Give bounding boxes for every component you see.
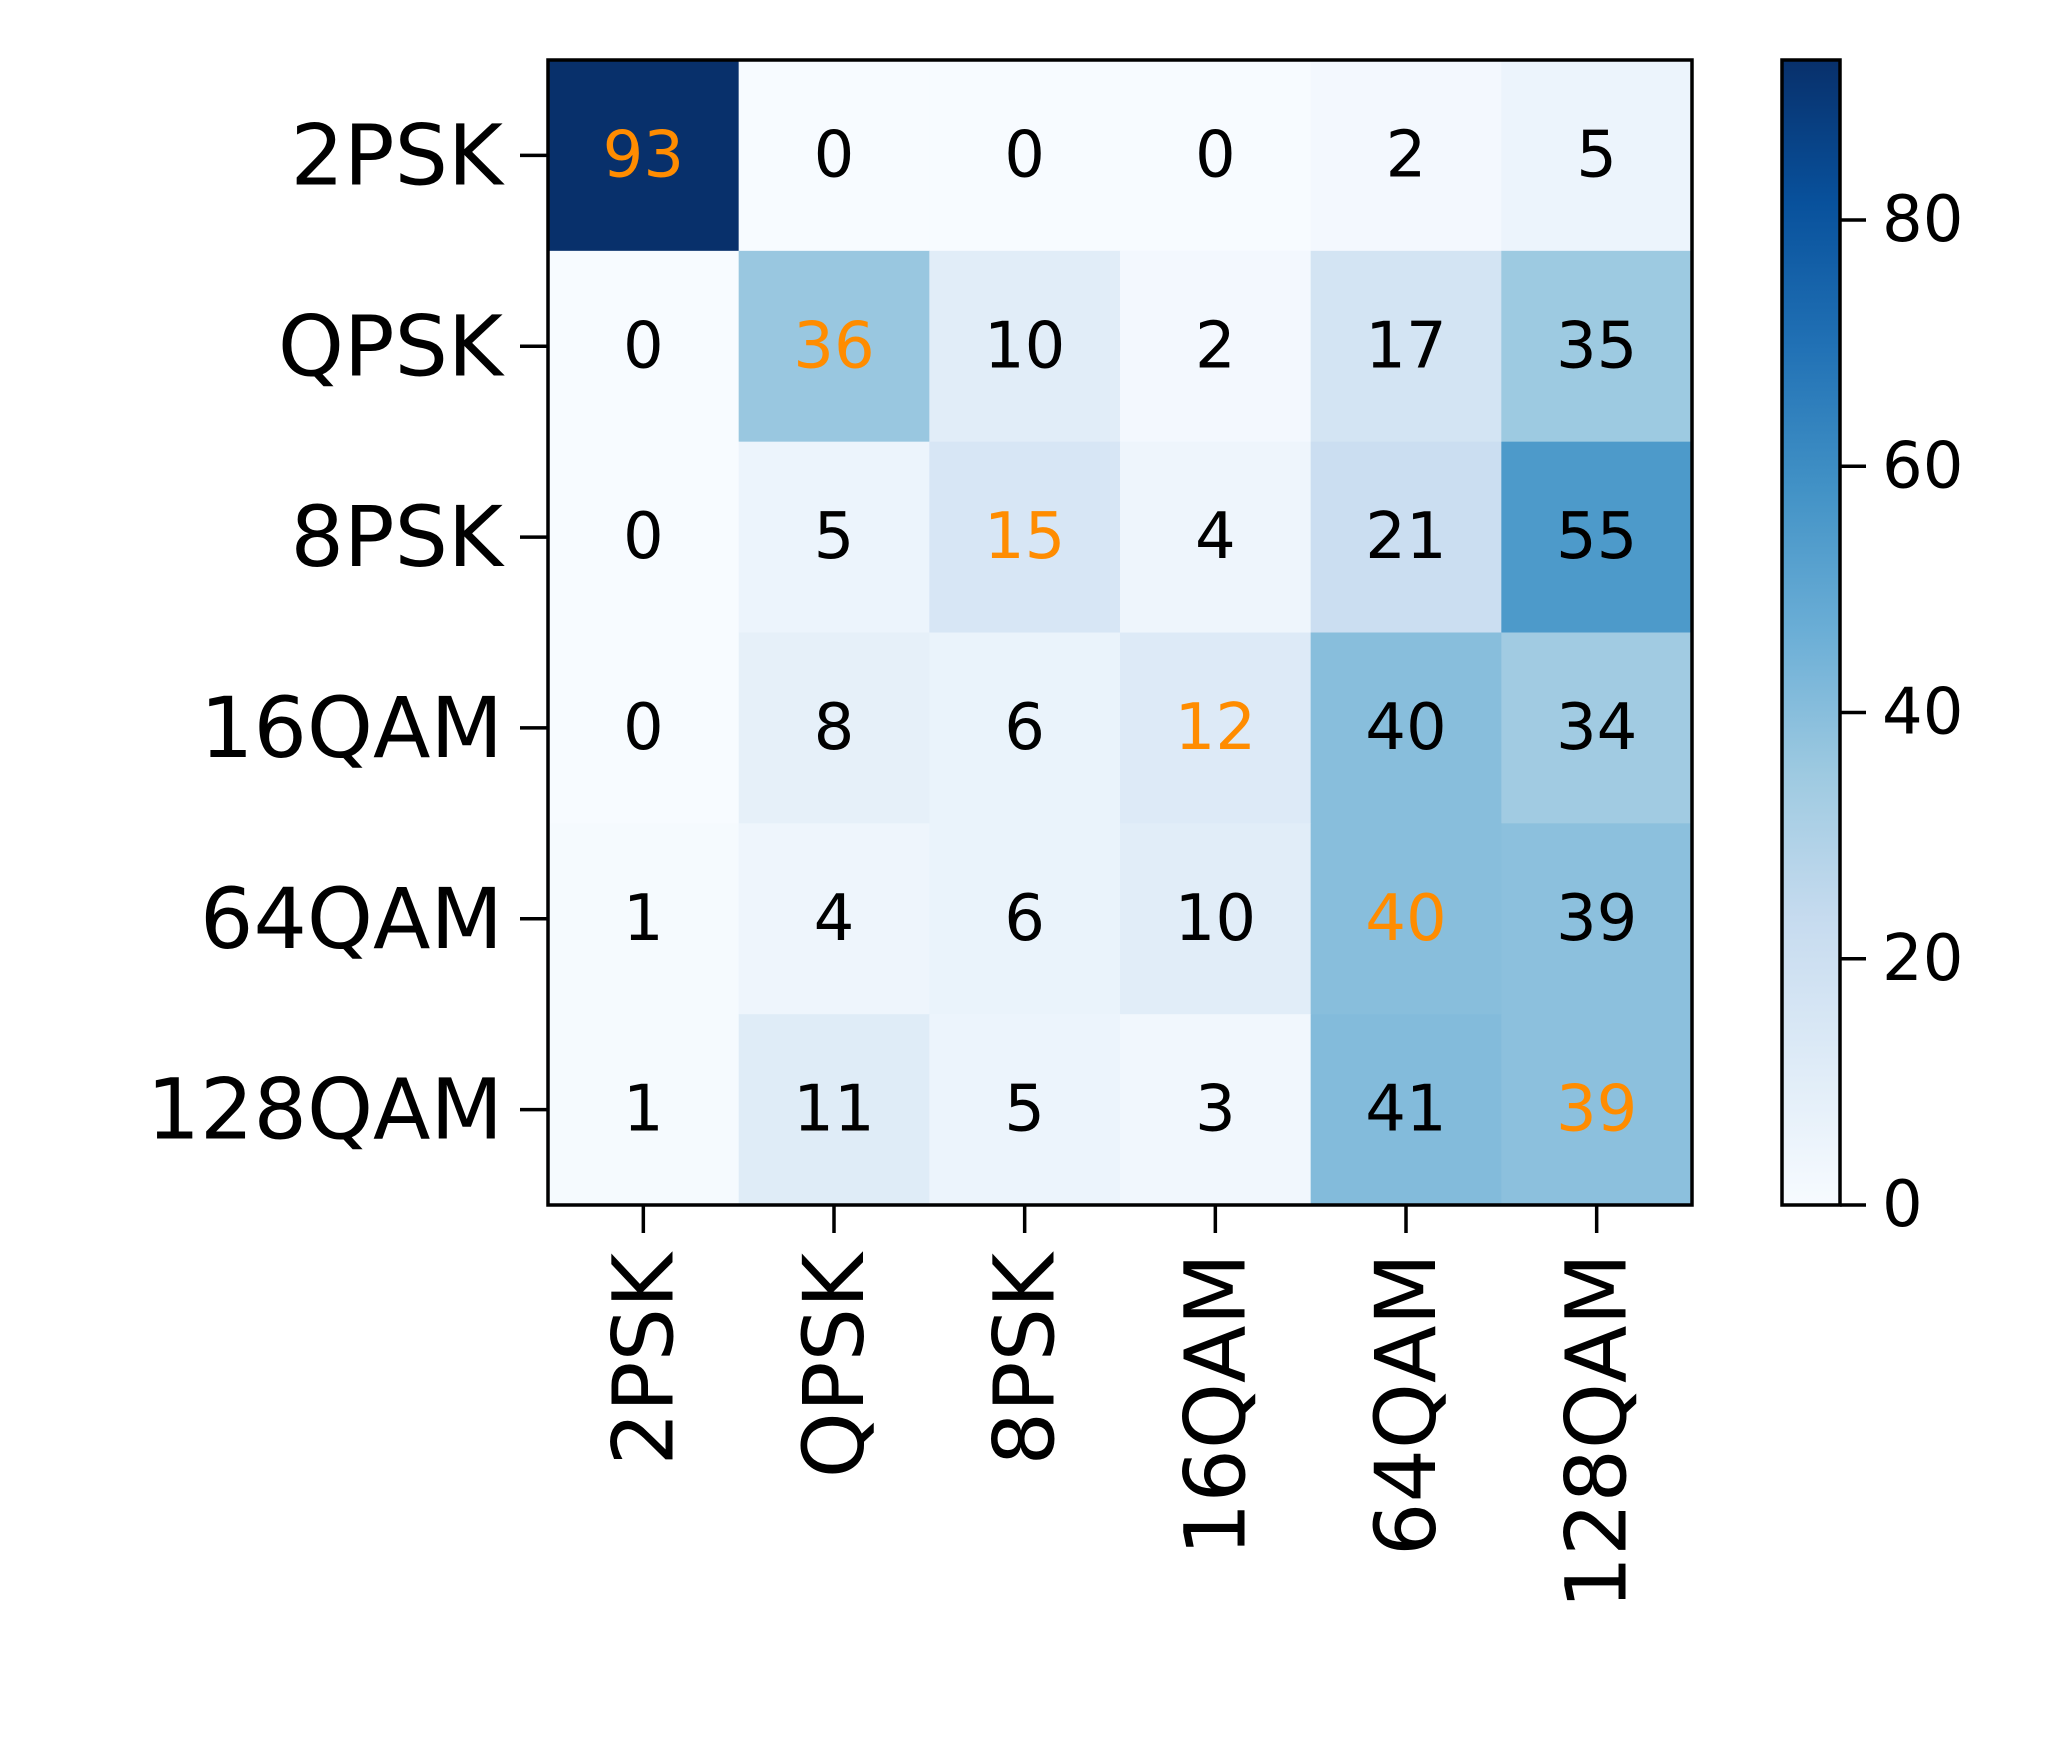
cell-value-label: 10 [1175,882,1256,956]
cell-value-label: 36 [793,309,874,383]
heatmap-cell [1310,632,1502,824]
heatmap-cell [1120,632,1312,824]
heatmap-cell [1501,1014,1693,1206]
heatmap-cell [1310,250,1502,443]
heatmap-cell [548,441,740,634]
colorbar-ticks: 0 20 40 60 80 [1840,183,1963,1242]
x-axis: 2PSK QPSK 8PSK 16QAM 64QAM 128QAM [594,1205,1646,1609]
cell-value-label: 93 [603,118,684,192]
cell-value-label: 2 [1386,118,1427,192]
heatmap-cells [548,60,1693,1206]
heatmap-cell [929,1014,1121,1206]
cell-value-label: 1 [623,882,664,956]
x-tick-label: 2PSK [594,1251,692,1465]
colorbar [1780,58,1842,1207]
y-tick-label: QPSK [278,297,505,395]
cell-value-label: 6 [1004,882,1045,956]
cell-value-label: 10 [984,309,1065,383]
cell-value-label: 5 [1004,1073,1045,1147]
cell-value-label: 55 [1556,500,1637,574]
heatmap-cell [1501,823,1693,1015]
heatmap-cell [1501,441,1693,634]
cell-value-label: 41 [1365,1073,1446,1147]
y-tick-label: 8PSK [290,488,504,586]
heatmap-cell [929,632,1121,824]
heatmap-cell [548,250,740,443]
cell-value-label: 0 [1195,118,1236,192]
cell-value-label: 0 [623,691,664,765]
colorbar-tick-label: 40 [1882,676,1963,750]
heatmap-cell [1501,60,1693,252]
heatmap-cell-values: 93 0 0 0 2 50 36 10 2 17 350 5 15 4 21 550 8 6 12 40 341 4 6 10… [603,118,1638,1146]
heatmap-cell [1120,823,1312,1015]
heatmap-cell [738,1014,930,1206]
heatmap-cell [929,441,1121,634]
cell-value-label: 6 [1004,691,1045,765]
cell-value-label: 34 [1556,691,1637,765]
y-tick-label: 2PSK [290,106,504,204]
y-tick-label: 16QAM [200,679,503,777]
y-tick-label: 128QAM [147,1061,503,1159]
cell-value-label: 0 [814,118,855,192]
matrix-frame [546,58,1694,1207]
heatmap-cell [929,823,1121,1015]
x-tick-label: 128QAM [1548,1253,1646,1609]
cell-value-label: 3 [1195,1073,1236,1147]
colorbar-tick-label: 60 [1882,429,1963,503]
cell-value-label: 39 [1556,1073,1637,1147]
heatmap-cell [738,823,930,1015]
cell-value-label: 17 [1365,309,1446,383]
heatmap-cell [1310,1014,1502,1206]
cell-value-label: 0 [623,309,664,383]
y-axis: 2PSK QPSK 8PSK 16QAM 64QAM 128QAM [147,106,548,1159]
heatmap-cell [1501,632,1693,824]
heatmap-cell [738,441,930,634]
x-tick-label: 8PSK [976,1251,1074,1465]
y-tick-label: 64QAM [200,870,503,968]
cell-value-label: 21 [1365,500,1446,574]
heatmap-cell [1310,823,1502,1015]
heatmap-cell [738,632,930,824]
x-tick-label: 16QAM [1166,1253,1264,1556]
x-tick-label: 64QAM [1357,1253,1455,1556]
heatmap-cell [929,60,1121,252]
cell-value-label: 40 [1365,882,1446,956]
heatmap-cell [738,60,930,252]
colorbar-gradient [1780,58,1842,1207]
heatmap-cell [929,250,1121,443]
heatmap-cell [1501,250,1693,443]
cell-value-label: 4 [814,882,855,956]
cell-value-label: 11 [793,1073,874,1147]
colorbar-tick-label: 80 [1882,183,1963,257]
cell-value-label: 5 [1576,118,1617,192]
heatmap-cell [548,632,740,824]
cell-value-label: 12 [1175,691,1256,765]
cell-value-label: 5 [814,500,855,574]
cell-value-label: 1 [623,1073,664,1147]
heatmap-cell [548,1014,740,1206]
cell-value-label: 0 [1004,118,1045,192]
cell-value-label: 2 [1195,309,1236,383]
heatmap-cell [548,60,740,252]
heatmap-cell [548,823,740,1015]
heatmap-cell [1310,60,1502,252]
heatmap-cell [1310,441,1502,634]
heatmap-cell [1120,60,1312,252]
heatmap-cell [1120,250,1312,443]
cell-value-label: 40 [1365,691,1446,765]
cell-value-label: 0 [623,500,664,574]
colorbar-tick-label: 20 [1882,922,1963,996]
cell-value-label: 39 [1556,882,1637,956]
cell-value-label: 15 [984,500,1065,574]
heatmap-cell [1120,1014,1312,1206]
colorbar-tick-label: 0 [1882,1168,1923,1242]
cell-value-label: 4 [1195,500,1236,574]
cell-value-label: 8 [814,691,855,765]
heatmap-cell [738,250,930,443]
cell-value-label: 35 [1556,309,1637,383]
x-tick-label: QPSK [785,1251,883,1478]
heatmap-cell [1120,441,1312,634]
